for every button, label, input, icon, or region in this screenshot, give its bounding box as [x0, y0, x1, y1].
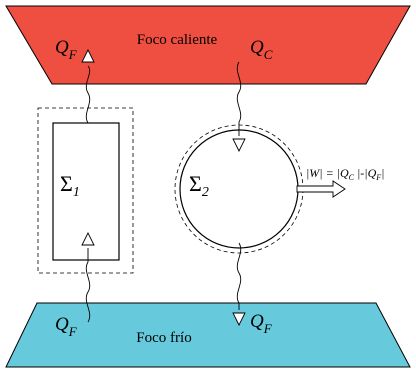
arrow-down-right-lower [232, 312, 246, 327]
arrow-down-right-upper [232, 138, 246, 153]
work-equation-label: |W| = |QC |-|QF| [306, 166, 384, 182]
heat-flow-line-left-lower [85, 248, 91, 323]
hot-reservoir-label: Foco caliente [137, 32, 218, 48]
sigma1-boundary [37, 107, 134, 274]
hot-reservoir [5, 5, 411, 85]
heat-flow-line-right-upper [236, 61, 242, 136]
heat-flow-line-right-lower [236, 242, 242, 310]
q-f-right-bottom-label: QF [250, 311, 273, 336]
heat-flow-line-left-upper [85, 65, 91, 124]
q-f-left-bottom-label: QF [55, 314, 78, 339]
arrow-up-left-lower [81, 231, 95, 246]
sigma2-label: Σ2 [189, 171, 209, 200]
arrow-up-left-upper [81, 48, 95, 63]
cold-reservoir [5, 302, 411, 368]
sigma1-system [52, 122, 120, 261]
cold-reservoir-label: Foco frío [136, 330, 191, 346]
sigma1-label: Σ1 [60, 171, 80, 200]
q-f-top-label: QF [55, 37, 78, 62]
q-c-label: QC [250, 37, 273, 62]
work-arrow [296, 180, 346, 198]
